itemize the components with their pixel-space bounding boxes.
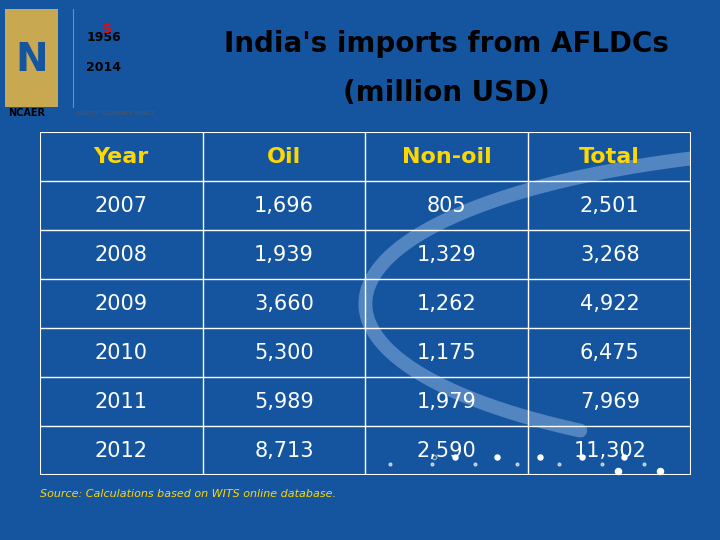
- Text: QUALITY RELEVANCE IMPACT: QUALITY RELEVANCE IMPACT: [76, 110, 154, 115]
- FancyBboxPatch shape: [5, 9, 58, 107]
- Text: 2010: 2010: [94, 343, 148, 363]
- Text: 7,969: 7,969: [580, 392, 640, 411]
- Text: 1,175: 1,175: [417, 343, 477, 363]
- Text: India's imports from AFLDCs: India's imports from AFLDCs: [224, 30, 669, 58]
- Text: 5,300: 5,300: [254, 343, 314, 363]
- Text: 1,329: 1,329: [417, 245, 477, 265]
- Text: 1956: 1956: [86, 31, 121, 44]
- Text: N: N: [15, 42, 48, 79]
- Text: 1,939: 1,939: [254, 245, 314, 265]
- Text: Oil: Oil: [267, 147, 301, 167]
- Text: 2011: 2011: [94, 392, 148, 411]
- Text: 11,302: 11,302: [573, 441, 646, 461]
- Text: 2012: 2012: [94, 441, 148, 461]
- Text: Source: Calculations based on WITS online database.: Source: Calculations based on WITS onlin…: [40, 489, 336, 498]
- Text: 1,979: 1,979: [417, 392, 477, 411]
- Text: 5: 5: [104, 23, 112, 36]
- FancyBboxPatch shape: [58, 9, 68, 107]
- Text: 4,922: 4,922: [580, 294, 639, 314]
- Text: 2,501: 2,501: [580, 196, 639, 216]
- Text: (million USD): (million USD): [343, 79, 550, 107]
- Text: 6,475: 6,475: [580, 343, 639, 363]
- Text: 2008: 2008: [94, 245, 148, 265]
- Text: 3,268: 3,268: [580, 245, 639, 265]
- Text: 2009: 2009: [94, 294, 148, 314]
- Text: 1,696: 1,696: [254, 196, 314, 216]
- Text: 2014: 2014: [86, 61, 121, 74]
- Text: 8,713: 8,713: [254, 441, 314, 461]
- Text: Year: Year: [94, 147, 148, 167]
- Text: 5,989: 5,989: [254, 392, 314, 411]
- Text: 3,660: 3,660: [254, 294, 314, 314]
- Text: 2,590: 2,590: [417, 441, 477, 461]
- Text: 1,262: 1,262: [417, 294, 477, 314]
- Text: Total: Total: [580, 147, 640, 167]
- Text: 805: 805: [427, 196, 467, 216]
- Text: 2007: 2007: [94, 196, 148, 216]
- Text: Non-oil: Non-oil: [402, 147, 492, 167]
- Text: NCAER: NCAER: [9, 107, 45, 118]
